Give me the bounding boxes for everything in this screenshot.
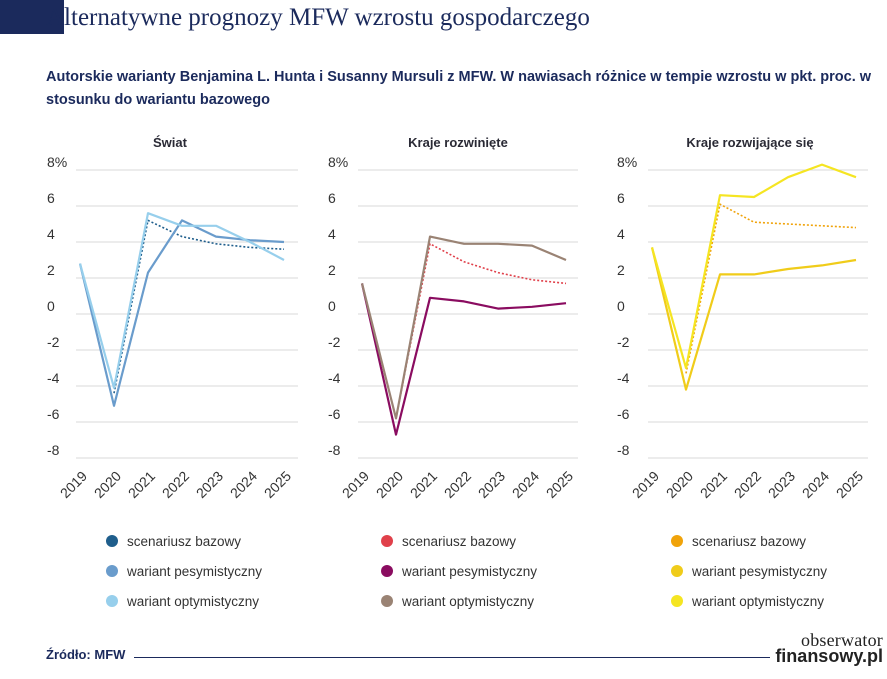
x-tick-label: 2023 <box>765 468 798 501</box>
y-tick-label: 2 <box>47 262 55 278</box>
y-tick-label: -2 <box>47 334 60 350</box>
series-line-2 <box>360 283 567 436</box>
series-line-3 <box>650 163 857 370</box>
brand-logo: obserwator finansowy.pl <box>775 630 883 666</box>
y-tick-label: -4 <box>47 370 60 386</box>
legend-swatch <box>106 565 118 577</box>
y-tick-label: -2 <box>617 334 630 350</box>
y-tick-label: -8 <box>47 442 60 458</box>
legend-swatch <box>381 595 393 607</box>
title-bar: Alternatywne prognozy MFW wzrostu gospod… <box>0 0 887 36</box>
y-tick-label: 2 <box>328 262 336 278</box>
legend-label: scenariusz bazowy <box>127 534 241 549</box>
series-line-1 <box>685 203 857 374</box>
y-tick-label: -8 <box>617 442 630 458</box>
legend-label: scenariusz bazowy <box>692 534 806 549</box>
x-tick-label: 2020 <box>663 468 696 501</box>
y-tick-label: 8% <box>328 154 348 170</box>
legend-swatch <box>106 535 118 547</box>
y-tick-label: -4 <box>617 370 630 386</box>
legend-swatch <box>671 565 683 577</box>
x-tick-label: 2024 <box>799 468 832 501</box>
x-tick-label: 2025 <box>543 468 576 501</box>
y-tick-label: -8 <box>328 442 341 458</box>
y-tick-label: -6 <box>617 406 630 422</box>
brand-line-2: finansowy.pl <box>775 646 883 666</box>
y-tick-label: 4 <box>47 226 55 242</box>
x-tick-label: 2022 <box>731 468 764 501</box>
legend-label: scenariusz bazowy <box>402 534 516 549</box>
series-line-3 <box>78 212 285 389</box>
y-tick-label: -6 <box>328 406 341 422</box>
x-tick-label: 2022 <box>441 468 474 501</box>
brand-line-1: obserwator <box>801 630 883 650</box>
title-accent-block <box>0 0 64 34</box>
source-note: Źródło: MFW <box>46 647 126 662</box>
series-line-1 <box>113 219 285 394</box>
legend-label: wariant pesymistyczny <box>691 564 827 579</box>
page-title: Alternatywne prognozy MFW wzrostu gospod… <box>46 4 590 31</box>
legend-label: wariant optymistyczny <box>401 594 534 609</box>
x-tick-label: 2025 <box>261 468 294 501</box>
legend-label: wariant pesymistyczny <box>401 564 537 579</box>
y-tick-label: 0 <box>328 298 336 314</box>
series-line-2 <box>650 247 857 391</box>
y-tick-label: 8% <box>617 154 637 170</box>
x-tick-label: 2019 <box>629 468 662 501</box>
legend-swatch <box>381 565 393 577</box>
x-tick-label: 2020 <box>373 468 406 501</box>
x-tick-label: 2020 <box>91 468 124 501</box>
legend-label: wariant optymistyczny <box>126 594 259 609</box>
x-tick-label: 2021 <box>697 468 730 501</box>
y-tick-label: -4 <box>328 370 341 386</box>
x-tick-label: 2024 <box>227 468 260 501</box>
y-tick-label: 4 <box>617 226 625 242</box>
legend-swatch <box>106 595 118 607</box>
legend-label: wariant optymistyczny <box>691 594 824 609</box>
y-tick-label: 4 <box>328 226 336 242</box>
x-tick-label: 2024 <box>509 468 542 501</box>
series-line-2 <box>78 219 285 407</box>
y-tick-label: 8% <box>47 154 67 170</box>
x-tick-label: 2023 <box>193 468 226 501</box>
legend-swatch <box>671 595 683 607</box>
x-tick-label: 2021 <box>407 468 440 501</box>
legend-label: wariant pesymistyczny <box>126 564 262 579</box>
x-tick-label: 2019 <box>57 468 90 501</box>
y-tick-label: 6 <box>328 190 336 206</box>
series-line-1 <box>395 243 567 419</box>
x-tick-label: 2021 <box>125 468 158 501</box>
panel-title: Świat <box>153 135 188 150</box>
x-tick-label: 2025 <box>833 468 866 501</box>
series-line-3 <box>360 235 567 420</box>
y-tick-label: 6 <box>617 190 625 206</box>
y-tick-label: 0 <box>617 298 625 314</box>
legend-swatch <box>381 535 393 547</box>
source-divider <box>134 657 770 658</box>
y-tick-label: -2 <box>328 334 341 350</box>
legend-swatch <box>671 535 683 547</box>
y-tick-label: 0 <box>47 298 55 314</box>
x-tick-label: 2023 <box>475 468 508 501</box>
y-tick-label: -6 <box>47 406 60 422</box>
x-tick-label: 2019 <box>339 468 372 501</box>
panel-title: Kraje rozwijające się <box>686 135 813 150</box>
page-subtitle: Autorskie warianty Benjamina L. Hunta i … <box>46 69 872 108</box>
x-tick-label: 2022 <box>159 468 192 501</box>
panel-title: Kraje rozwinięte <box>408 135 508 150</box>
y-tick-label: 2 <box>617 262 625 278</box>
y-tick-label: 6 <box>47 190 55 206</box>
